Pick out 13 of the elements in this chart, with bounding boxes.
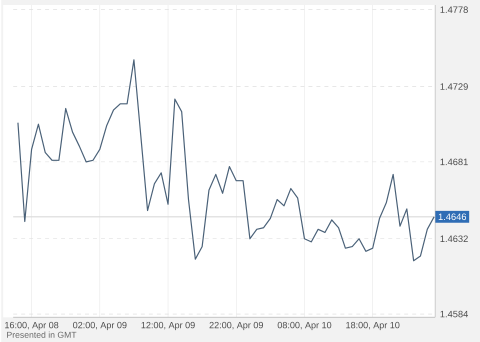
text: Presented in GMT bbox=[7, 331, 76, 338]
ref-line-label: 1.4646 bbox=[438, 213, 466, 220]
y-tick-label: 1.4778 bbox=[440, 6, 468, 13]
x-tick-label: 18:00, Apr 10 bbox=[346, 322, 400, 330]
x-tick-label: 08:00, Apr 10 bbox=[278, 322, 332, 330]
y-tick-label: 1.4681 bbox=[440, 158, 468, 166]
x-tick-label: 22:00, Apr 09 bbox=[210, 322, 263, 330]
y-tick-label: 1.4729 bbox=[440, 83, 468, 90]
x-tick-label: 12:00, Apr 09 bbox=[142, 322, 195, 330]
x-tick-label: 16:00, Apr 08 bbox=[5, 322, 58, 330]
x-tick-label: 02:00, Apr 09 bbox=[73, 322, 127, 330]
y-tick-label: 1.4584 bbox=[440, 310, 468, 318]
y-tick-label: 1.4632 bbox=[440, 235, 468, 242]
